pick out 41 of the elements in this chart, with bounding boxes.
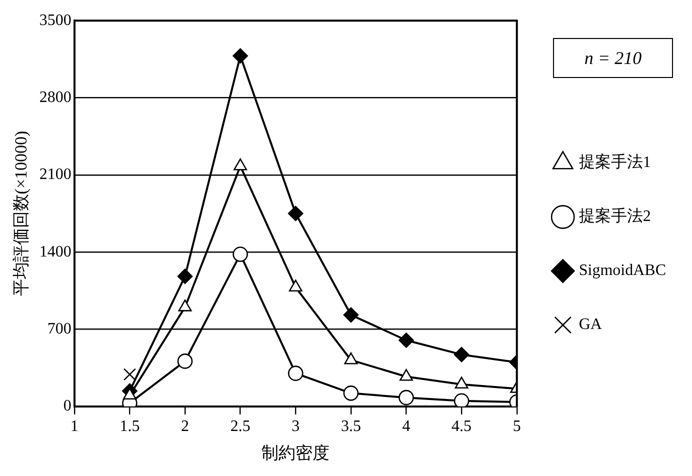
point (178, 300, 192, 312)
x-tick-label: 5 (512, 418, 521, 436)
point (400, 368, 413, 381)
x-tick-label: 2 (181, 418, 190, 436)
legend-label: GA (578, 316, 602, 334)
text: n = 210 (553, 38, 673, 78)
x-tick-label: 4 (402, 418, 410, 436)
x-tick-label: 3 (292, 418, 300, 436)
x-tick-label: 1 (70, 418, 78, 436)
y-tick-label: 1400 (39, 243, 72, 260)
point (288, 280, 302, 292)
x-tick-label: 4.5 (452, 418, 472, 436)
point (398, 332, 414, 348)
x-tick-label: 1.5 (120, 418, 140, 436)
y-tick-label: 3500 (39, 12, 72, 29)
y-tick-label: 2100 (39, 166, 72, 184)
x-tick-label: 3.5 (340, 418, 361, 436)
legend-label: 提案手法2 (578, 207, 651, 226)
y-tick-label: 700 (47, 320, 72, 338)
point (288, 366, 304, 381)
point (123, 368, 136, 381)
point (177, 268, 193, 284)
point (454, 346, 470, 362)
x-tick-label: 2.5 (230, 418, 250, 436)
y-tick-label: 2800 (39, 88, 72, 106)
y-tick-label: 0 (63, 398, 72, 415)
point (343, 386, 359, 401)
x-axis-title: 制約密度 (262, 443, 330, 462)
point (398, 390, 414, 406)
point (454, 393, 470, 406)
legend-label: SigmoidABC (578, 262, 666, 280)
point (454, 376, 468, 389)
point (177, 354, 193, 369)
point (232, 48, 248, 64)
point (344, 352, 358, 364)
point (232, 246, 248, 262)
point (122, 388, 136, 400)
point (288, 206, 304, 222)
point (343, 307, 359, 323)
y-axis-title: 平均評価回数(×10000) (12, 130, 31, 296)
legend-label: 提案手法1 (578, 153, 651, 172)
